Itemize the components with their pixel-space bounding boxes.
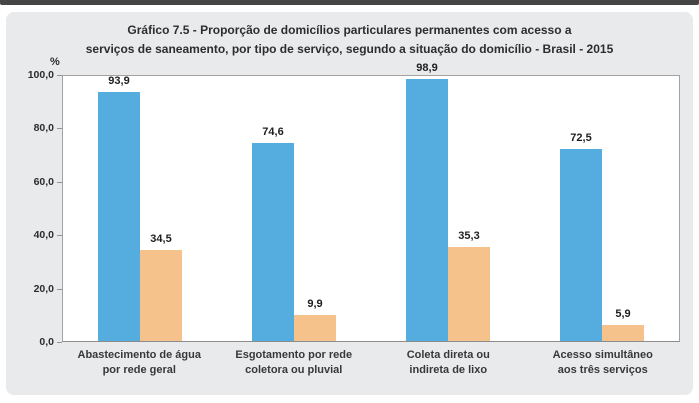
chart-panel: Gráfico 7.5 - Proporção de domicílios pa… [6,12,693,395]
bar-blue: 93,9 [98,75,140,341]
bar-value-label: 35,3 [458,230,480,243]
y-axis-unit-label: % [50,56,60,68]
y-tick-mark [57,75,62,76]
x-category-label: Coleta direta ou indireta de lixo [406,349,490,376]
plot-area: 93,9 34,5 74,6 9,9 98,9 35,3 72,5 5,9 [62,62,680,342]
bar-group: 93,9 34,5 [63,75,217,341]
bar-orange: 9,9 [294,298,336,341]
y-axis: 0,0 20,0 40,0 60,0 80,0 100,0 [6,69,62,348]
y-tick-label: 80,0 [33,122,54,135]
bar-value-label: 72,5 [570,131,592,144]
chart-title: Gráfico 7.5 - Proporção de domicílios pa… [85,23,614,56]
bar-value-label: 34,5 [150,232,172,245]
y-tick-mark [57,235,62,237]
bar-orange: 35,3 [448,230,490,341]
x-category-label: Esgotamento por rede coletora ou pluvial [235,349,353,376]
x-category-label: Acesso simultâneo aos três serviços [552,349,653,376]
y-tick-mark [57,128,62,130]
bar-orange: 5,9 [602,308,644,341]
y-tick-mark [57,342,62,343]
bar-value-label: 98,9 [416,61,438,74]
chart-area: % 0,0 20,0 40,0 60,0 80,0 100,0 93,9 34,5 74,6 9… [6,12,693,395]
bar-value-label: 5,9 [615,308,631,321]
bar-value-label: 93,9 [108,75,130,88]
y-tick-label: 100,0 [27,69,54,81]
y-tick-label: 60,0 [33,175,54,188]
bar-orange: 34,5 [140,233,182,341]
y-tick-mark [57,181,62,183]
y-tick-label: 0,0 [39,336,54,348]
y-tick-label: 40,0 [33,229,54,242]
x-category-label: Abastecimento de água por rede geral [77,349,201,376]
bar-value-label: 9,9 [307,297,323,310]
bar-blue: 72,5 [560,132,602,341]
bar-blue: 98,9 [406,62,448,341]
bar-group: 98,9 35,3 [371,62,525,341]
bar-blue: 74,6 [252,126,294,341]
y-tick-label: 20,0 [33,282,54,295]
y-tick-mark [57,288,62,290]
bar-group: 74,6 9,9 [217,76,371,341]
top-divider-bar [0,0,699,5]
bar-value-label: 74,6 [262,126,284,139]
x-axis-labels: Abastecimento de água por rede geral Esgo… [62,348,680,378]
bar-group: 72,5 5,9 [525,76,679,341]
